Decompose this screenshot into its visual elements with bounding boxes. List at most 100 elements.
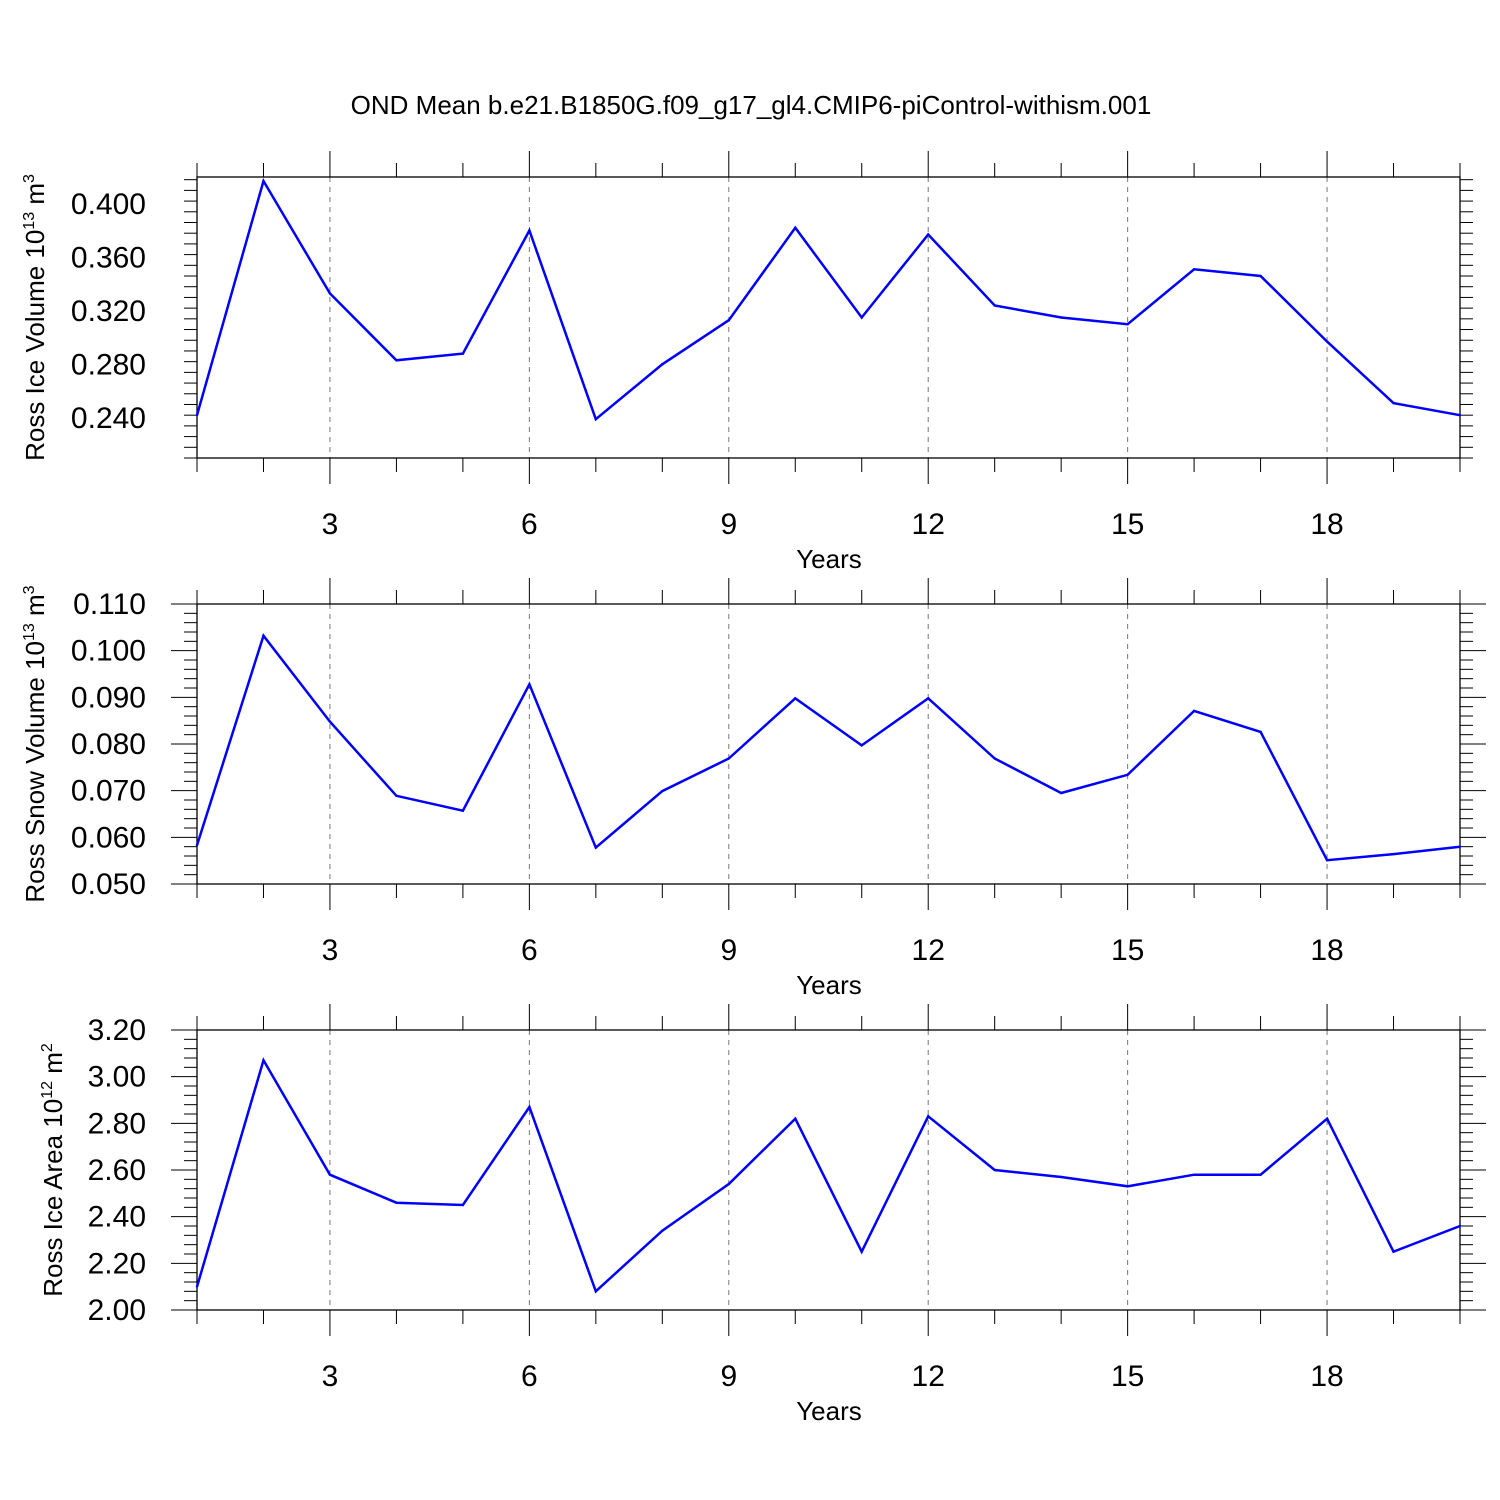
x-tick-label: 3 [322,934,339,967]
y-axis-label-part: m [20,594,50,623]
y-tick-label: 0.280 [71,348,146,381]
data-point [195,413,199,417]
data-point [528,683,531,686]
y-tick-label: 0.050 [71,868,146,901]
data-point [1325,1117,1329,1120]
data-point [1259,1173,1262,1176]
x-tick-label: 12 [912,1360,945,1393]
y-axis-label: Ross Ice Volume 1013 m3 [20,174,50,461]
x-tick-label: 6 [521,1360,538,1393]
y-axis-label-part: Ross Snow Volume 10 [20,641,50,903]
data-point [528,1105,531,1109]
x-tick-label: 15 [1111,934,1144,967]
y-axis-label-part: Ross Ice Volume 10 [20,230,50,461]
y-tick-label: 0.240 [71,402,146,435]
x-axis-label: Years [796,970,862,1000]
x-tick-label: 15 [1111,508,1144,541]
data-point [1126,773,1129,776]
y-axis-label-superscript: 3 [21,585,38,594]
plot-frame [196,1029,1461,1311]
data-point [395,1201,398,1204]
x-tick-label: 6 [521,508,538,541]
y-tick-label: 0.080 [71,728,146,761]
series-line [195,633,1461,862]
data-point [661,789,664,793]
data-point [528,229,531,232]
data-point [860,316,863,319]
data-point [594,1290,598,1293]
data-point [1458,1224,1462,1228]
data-point [794,697,797,700]
x-tick-label: 18 [1310,1360,1343,1393]
y-axis-label-superscript: 13 [21,623,38,641]
x-tick-label: 3 [322,1360,339,1393]
x-axis-label: Years [796,544,862,574]
data-point [1392,852,1395,856]
data-point [1259,730,1262,734]
data-point [461,809,465,812]
y-tick-label: 2.40 [88,1201,146,1234]
y-tick-label: 2.80 [88,1107,146,1140]
data-point [1458,413,1462,417]
series-line [195,177,1461,422]
y-tick-label: 0.090 [71,681,146,714]
series-line [195,1057,1461,1294]
x-tick-label: 12 [912,934,945,967]
data-point [794,1117,797,1120]
y-tick-label: 0.110 [73,588,146,621]
data-point [1126,1185,1129,1188]
x-tick-label: 18 [1310,508,1343,541]
y-tick-label: 3.20 [88,1014,146,1047]
x-tick-label: 3 [322,508,339,541]
data-point [262,179,265,183]
y-tick-label: 2.00 [88,1294,146,1327]
data-point [1458,845,1462,848]
data-point [1192,709,1196,713]
data-point [461,1203,465,1207]
data-point [1392,401,1395,405]
y-axis-label-superscript: 12 [39,1081,56,1099]
x-axis-label: Years [796,1396,862,1426]
data-point [262,1059,265,1062]
data-point [727,757,730,760]
data-point [860,1250,863,1253]
data-point [395,794,398,797]
data-point [1325,340,1329,343]
data-point [1325,859,1329,862]
plot-frame [196,603,1461,885]
y-tick-label: 2.20 [88,1247,146,1280]
y-axis-label-superscript: 13 [21,212,38,230]
data-point [1259,274,1262,278]
y-axis-label: Ross Snow Volume 1013 m3 [20,585,50,902]
data-point [461,352,465,355]
y-tick-label: 2.60 [88,1154,146,1187]
x-tick-label: 12 [912,508,945,541]
data-point [1392,1250,1395,1253]
x-tick-label: 9 [720,508,737,541]
y-tick-label: 0.320 [71,295,146,328]
data-point [860,744,863,747]
y-tick-label: 0.400 [71,188,146,221]
y-tick-label: 3.00 [88,1061,146,1094]
y-axis-label-part: m [20,183,50,212]
data-point [727,318,730,322]
data-point [661,363,664,366]
y-axis-label-part: Ross Ice Area 10 [38,1099,68,1297]
data-point [727,1182,730,1186]
data-point [262,634,265,637]
data-point [661,1229,664,1232]
data-point [993,1168,996,1172]
y-tick-label: 0.060 [71,821,146,854]
data-point [993,757,996,760]
y-axis-label-superscript: 2 [39,1043,56,1052]
data-point [1126,322,1129,326]
data-point [195,1285,199,1288]
data-point [395,359,398,362]
y-axis-label-superscript: 3 [21,174,38,183]
data-point [594,417,598,421]
data-point [927,1115,930,1118]
data-point [794,226,797,230]
data-point [328,292,332,295]
data-point [1059,1175,1063,1179]
